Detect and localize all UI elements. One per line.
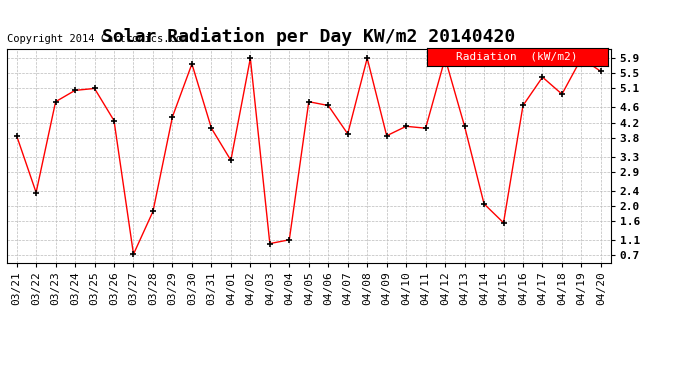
- Text: Copyright 2014 Cartronics.com: Copyright 2014 Cartronics.com: [7, 34, 188, 45]
- Title: Solar Radiation per Day KW/m2 20140420: Solar Radiation per Day KW/m2 20140420: [102, 27, 515, 46]
